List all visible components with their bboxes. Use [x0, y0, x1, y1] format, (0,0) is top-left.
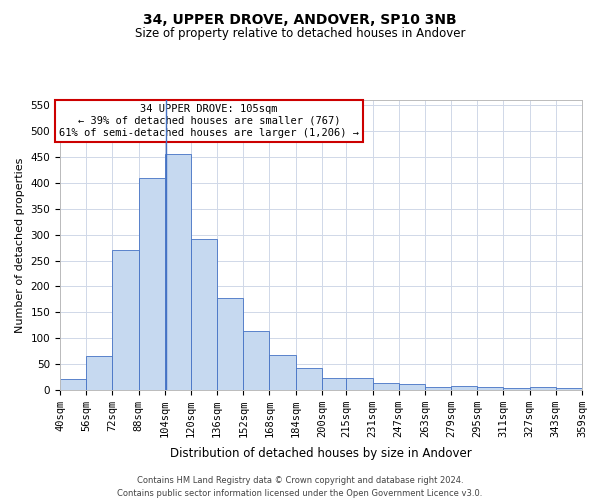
Text: 34 UPPER DROVE: 105sqm
← 39% of detached houses are smaller (767)
61% of semi-de: 34 UPPER DROVE: 105sqm ← 39% of detached… — [59, 104, 359, 138]
Bar — [60, 378, 86, 390]
Bar — [399, 384, 425, 390]
Text: Size of property relative to detached houses in Andover: Size of property relative to detached ho… — [135, 28, 465, 40]
Bar — [217, 298, 243, 390]
Bar — [112, 250, 139, 390]
Bar — [296, 368, 322, 390]
Bar — [269, 355, 296, 390]
Bar — [503, 388, 530, 390]
Bar — [373, 383, 399, 390]
Bar — [165, 154, 191, 390]
Text: Contains HM Land Registry data © Crown copyright and database right 2024.
Contai: Contains HM Land Registry data © Crown c… — [118, 476, 482, 498]
Bar — [451, 386, 477, 390]
Y-axis label: Number of detached properties: Number of detached properties — [15, 158, 25, 332]
Bar — [530, 388, 556, 390]
Bar — [243, 332, 269, 390]
Text: 34, UPPER DROVE, ANDOVER, SP10 3NB: 34, UPPER DROVE, ANDOVER, SP10 3NB — [143, 12, 457, 26]
Bar — [425, 387, 451, 390]
Bar — [86, 356, 112, 390]
Bar — [477, 388, 503, 390]
Text: Distribution of detached houses by size in Andover: Distribution of detached houses by size … — [170, 448, 472, 460]
Bar — [556, 388, 582, 390]
Bar — [139, 178, 165, 390]
Bar — [346, 378, 373, 390]
Bar — [322, 378, 346, 390]
Bar — [191, 240, 217, 390]
